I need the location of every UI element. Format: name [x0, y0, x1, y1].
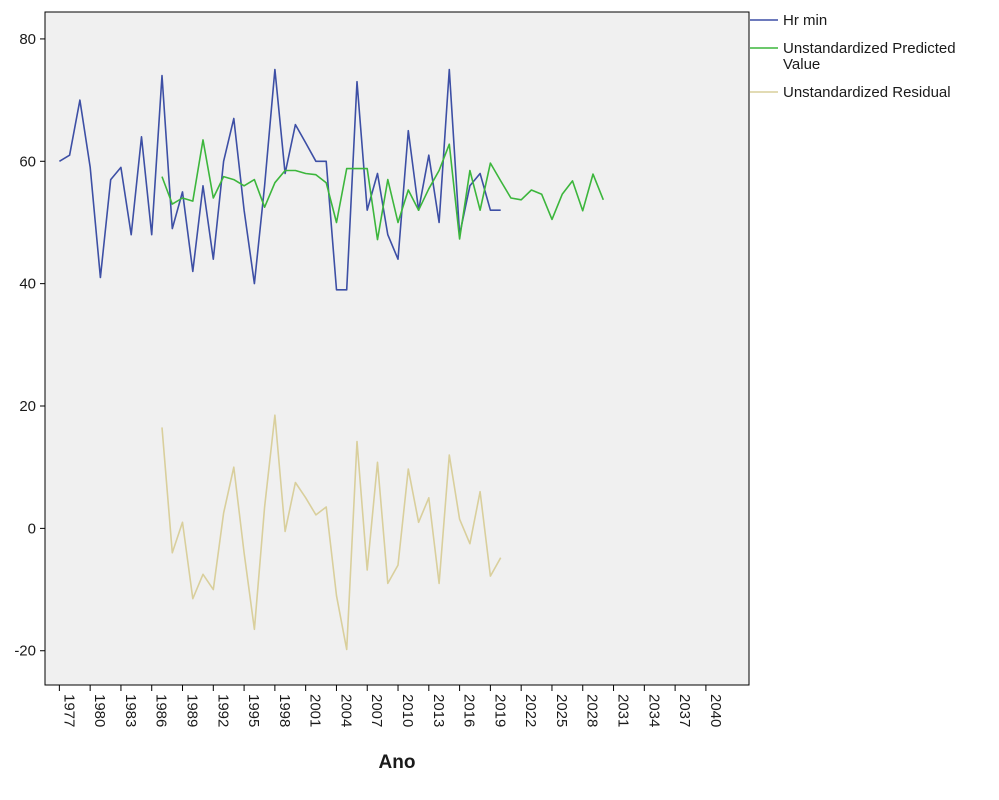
y-axis: -20 0 20 40 60 80: [14, 31, 45, 660]
legend: Hr min Unstandardized Predicted Value Unsta…: [750, 12, 956, 101]
x-tick-label: 2007: [368, 694, 385, 727]
y-tick-label: 80: [19, 31, 36, 48]
legend-label-1: Unstandardized Predicted Value: [783, 40, 956, 73]
x-axis: 1977 1980 1983 1986 1989 1992 1995 1998 2001 2004…: [58, 685, 724, 727]
x-tick-label: 2001: [307, 694, 324, 727]
y-tick-label: 40: [19, 276, 36, 293]
x-tick-label: 2016: [461, 694, 478, 727]
x-tick-label: 1977: [60, 694, 77, 727]
y-tick-label: -20: [14, 643, 36, 660]
x-tick-label: 2034: [645, 694, 662, 727]
x-tick-label: 1980: [91, 694, 108, 727]
x-tick-label: 2037: [676, 694, 693, 727]
plot-background: [44, 11, 750, 686]
y-tick-label: 0: [28, 520, 36, 537]
legend-label-2: Unstandardized Residual: [783, 84, 951, 101]
x-tick-label: 1992: [214, 694, 231, 727]
x-axis-title: Ano: [379, 752, 416, 773]
series-layer: [58, 68, 605, 651]
x-tick-label: 2004: [337, 694, 354, 727]
x-tick-label: 1986: [153, 694, 170, 727]
x-tick-label: 2025: [553, 694, 570, 727]
x-tick-label: 2019: [491, 694, 508, 727]
x-tick-label: 1983: [122, 694, 139, 727]
x-tick-label: 2022: [522, 694, 539, 727]
x-tick-label: 2028: [584, 694, 601, 727]
x-tick-label: 2013: [430, 694, 447, 727]
x-tick-label: 2010: [399, 694, 416, 727]
y-tick-label: 20: [19, 398, 36, 415]
x-tick-label: 2031: [615, 694, 632, 727]
x-tick-label: 1989: [184, 694, 201, 727]
legend-label-0: Hr min: [783, 12, 827, 29]
series-line-0: [58, 68, 501, 291]
x-tick-label: 2040: [707, 694, 724, 727]
y-tick-label: 60: [19, 153, 36, 170]
series-line-2: [161, 414, 502, 651]
x-tick-label: 1998: [276, 694, 293, 727]
x-tick-label: 1995: [245, 694, 262, 727]
series-line-1: [161, 139, 605, 241]
